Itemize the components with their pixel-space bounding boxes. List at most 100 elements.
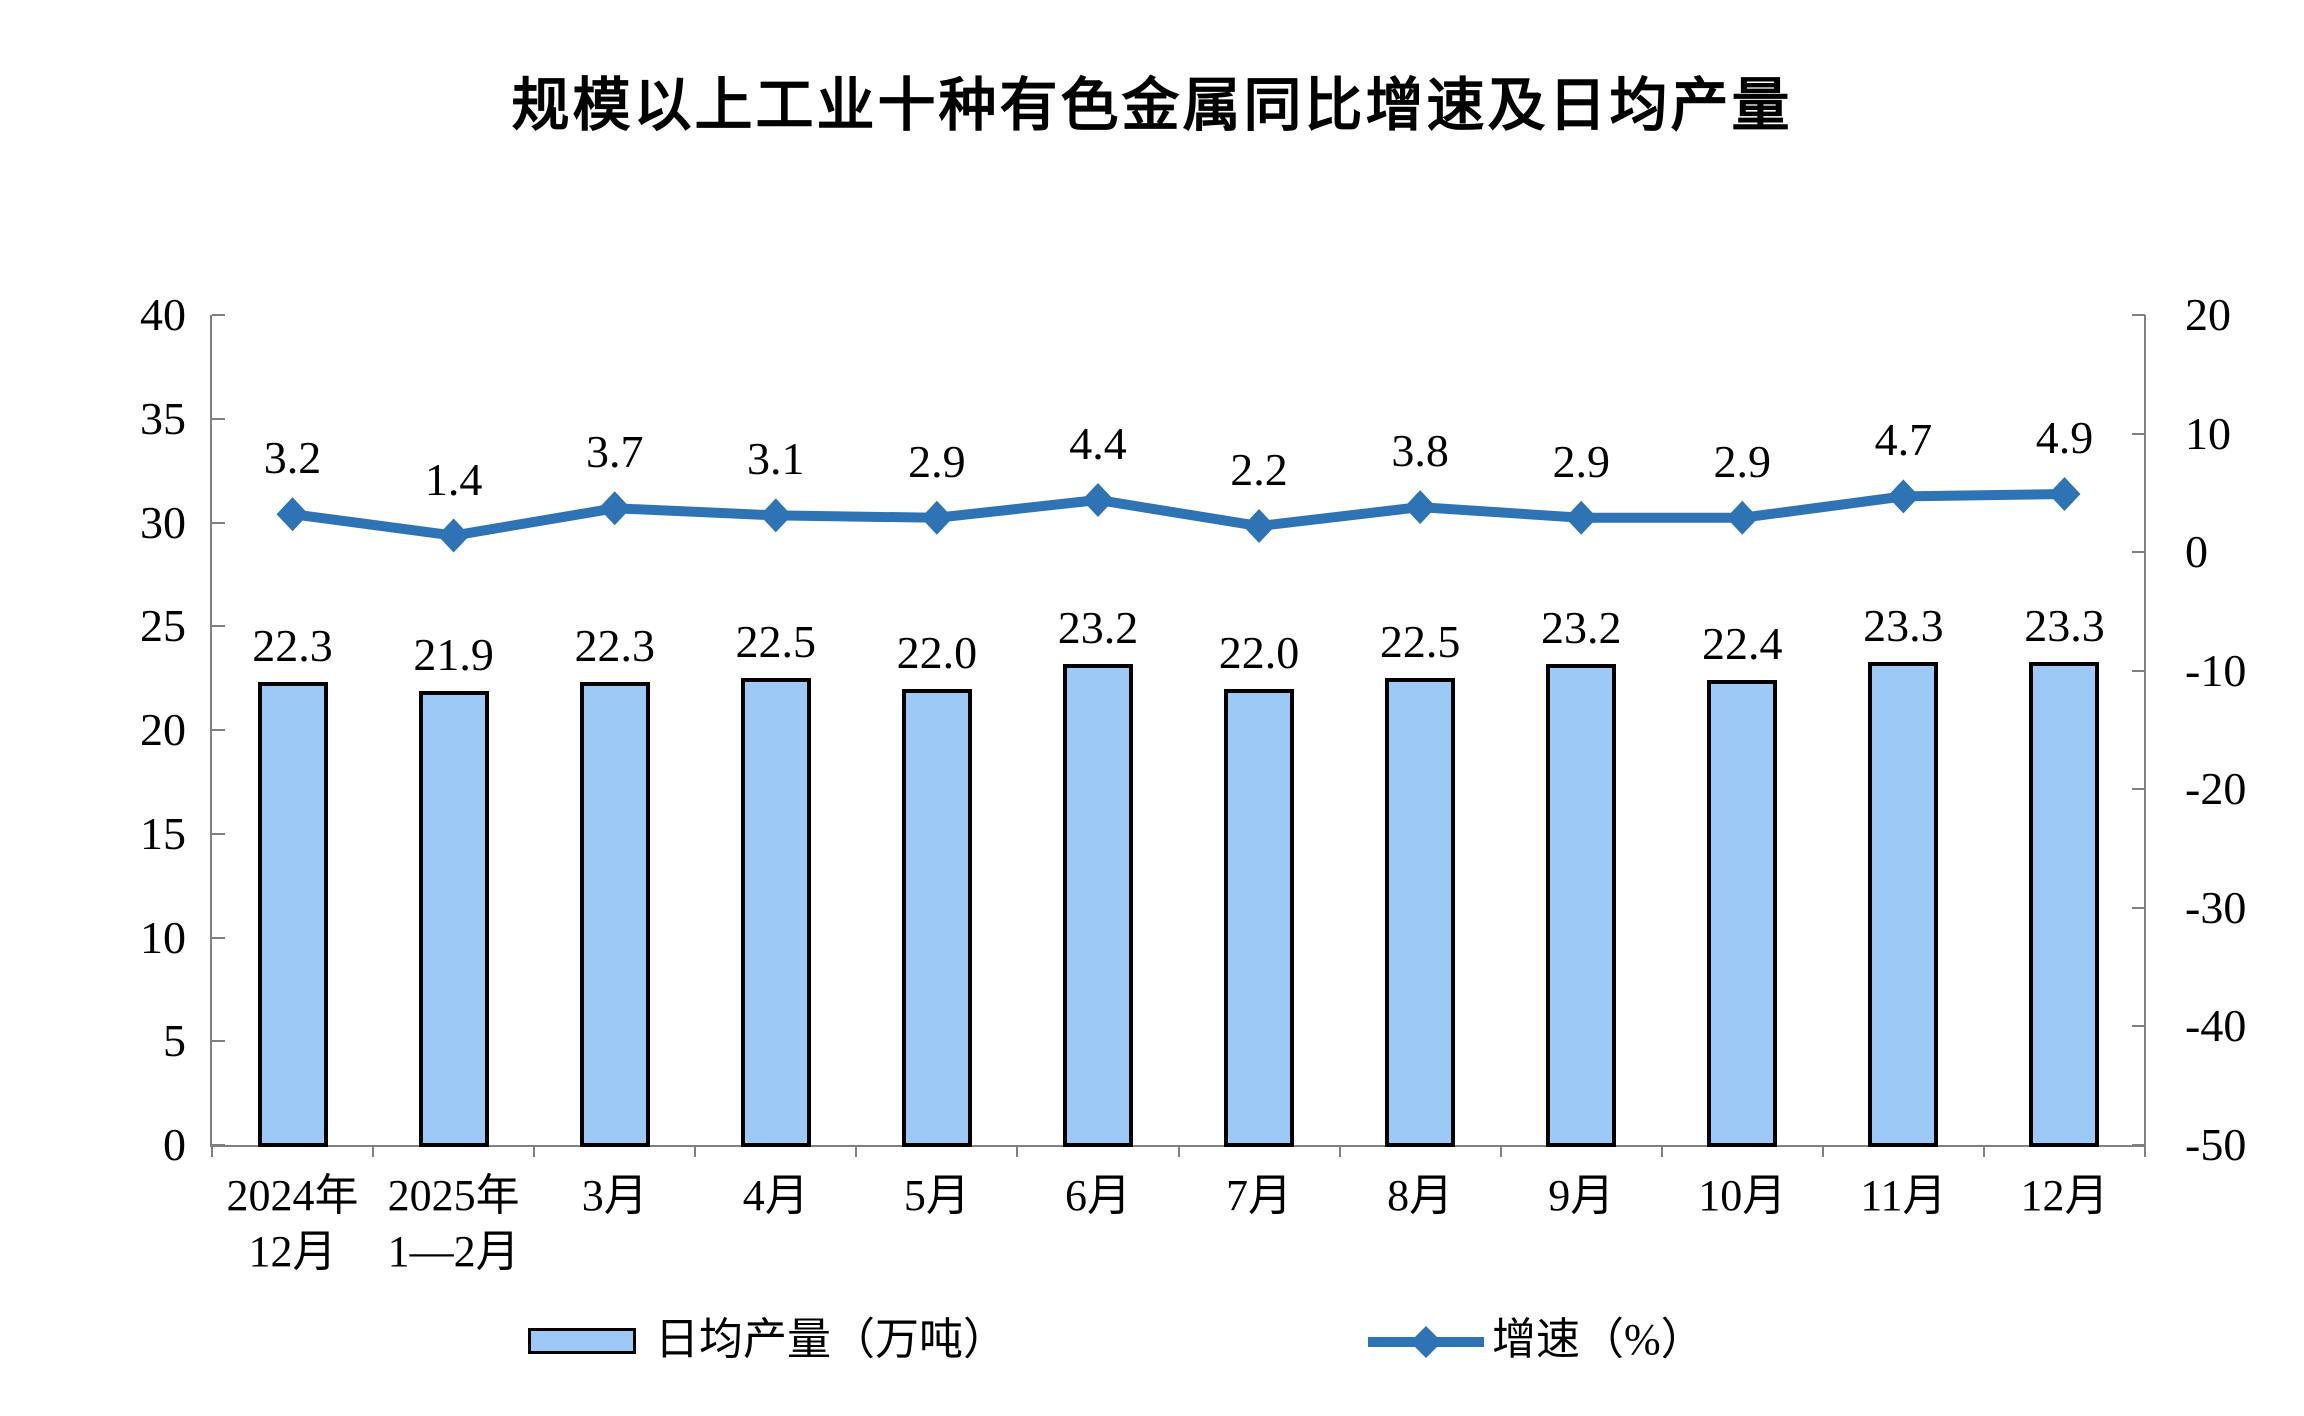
legend-line-marker-icon [1364, 1320, 1494, 1373]
x-category-label: 4月 [742, 1171, 809, 1220]
bar-value-label: 22.5 [735, 616, 817, 668]
bar-value-label: 23.3 [2024, 599, 2105, 651]
bar-value-label: 22.0 [896, 626, 978, 678]
line-point-marker [1081, 482, 1114, 517]
legend-bar-swatch [528, 1328, 636, 1354]
y-right-tick [2132, 788, 2145, 791]
bar-value-label: 22.0 [1218, 626, 1300, 678]
line-value-label: 4.7 [1874, 414, 1933, 466]
bar [901, 688, 972, 1147]
y-right-tick [2132, 1144, 2145, 1146]
x-category-label: 10月 [1698, 1171, 1787, 1220]
line-point-marker [437, 518, 470, 553]
bar-value-label: 22.3 [574, 620, 655, 672]
y-right-tick-label: 0 [2185, 526, 2208, 578]
bar-value-label: 22.4 [1702, 618, 1783, 670]
y-left-tick [212, 417, 225, 420]
line-value-label: 2.2 [1230, 444, 1288, 496]
x-axis-tick [694, 1147, 697, 1157]
y-right-tick-label: -40 [2185, 1000, 2247, 1052]
x-axis-tick [1821, 1147, 1824, 1157]
x-category-label: 6月 [1064, 1171, 1131, 1220]
bar [740, 678, 811, 1147]
line-value-label: 2.9 [1713, 435, 1772, 487]
x-category-label: 2025年 1—2月 [387, 1171, 520, 1276]
line-point-marker [759, 498, 792, 533]
x-category-label: 8月 [1387, 1171, 1454, 1220]
y-left-tick [212, 936, 225, 939]
growth-line [291, 489, 2065, 541]
line-value-label: 3.7 [585, 426, 644, 478]
x-axis-tick [372, 1147, 375, 1157]
y-right-tick-label: 20 [2185, 289, 2231, 340]
y-left-tick-label: 20 [140, 704, 186, 755]
x-category-label: 5月 [903, 1171, 970, 1220]
bar [418, 690, 489, 1147]
y-left-tick [212, 729, 225, 731]
x-category-label: 11月 [1860, 1171, 1947, 1220]
line-value-label: 3.1 [747, 433, 805, 485]
y-left-tick-label: 10 [140, 911, 186, 963]
bar [579, 682, 650, 1147]
line-value-label: 3.2 [263, 432, 322, 484]
bar [2029, 661, 2100, 1147]
y-left-tick [212, 832, 225, 835]
y-left-tick [212, 1040, 225, 1043]
y-right-tick-label: 10 [2185, 407, 2231, 459]
bar-value-label: 23.3 [1863, 599, 1944, 651]
line-point-marker [276, 497, 309, 532]
y-axis-right [2144, 315, 2146, 1147]
chart-title: 规模以上工业十种有色金属同比增速及日均产量 [511, 71, 1793, 139]
x-category-label: 7月 [1226, 1171, 1293, 1220]
x-axis-tick [1982, 1147, 1985, 1157]
x-axis-tick [1177, 1147, 1180, 1157]
line-value-label: 4.4 [1069, 417, 1127, 469]
legend-line-label: 增速（%） [1492, 1315, 1705, 1364]
bar-value-label: 23.2 [1057, 601, 1139, 653]
line-value-label: 1.4 [424, 453, 483, 505]
y-right-tick [2132, 1025, 2145, 1028]
line-value-label: 2.9 [908, 435, 966, 487]
y-left-tick [212, 521, 225, 524]
y-left-tick-label: 30 [140, 496, 186, 548]
y-right-tick-label: -10 [2185, 644, 2247, 696]
bar [1707, 680, 1778, 1147]
line-point-marker [2048, 477, 2081, 512]
y-left-tick-label: 5 [163, 1015, 186, 1067]
y-axis-left [210, 315, 212, 1147]
line-point-marker [1404, 490, 1437, 525]
line-point-marker [1887, 479, 1920, 514]
y-left-tick [212, 1144, 225, 1146]
x-category-label: 3月 [581, 1171, 648, 1220]
bar-value-label: 22.5 [1379, 616, 1461, 668]
y-right-tick [2132, 432, 2145, 435]
x-axis-tick [211, 1147, 213, 1157]
line-point-marker [1726, 500, 1759, 535]
y-right-tick [2132, 551, 2145, 554]
y-left-tick [212, 314, 225, 316]
y-right-tick-label: -50 [2185, 1119, 2247, 1170]
line-value-label: 4.9 [2035, 412, 2094, 464]
x-axis-tick [1660, 1147, 1663, 1157]
line-point-marker [920, 500, 953, 535]
line-point-marker [1243, 509, 1276, 544]
x-category-label: 9月 [1548, 1171, 1615, 1220]
bar-value-label: 21.9 [413, 628, 494, 680]
bar [1062, 663, 1133, 1147]
legend-bar-label: 日均产量（万吨） [655, 1315, 1007, 1364]
bar-value-label: 23.2 [1540, 601, 1622, 653]
y-left-tick-label: 35 [140, 392, 186, 444]
x-category-label: 2024年 12月 [226, 1171, 359, 1276]
y-left-tick [212, 625, 225, 628]
y-right-tick-label: -30 [2185, 881, 2247, 933]
line-point-marker [1565, 500, 1598, 535]
y-left-tick-label: 0 [163, 1119, 186, 1170]
bar [1385, 678, 1456, 1147]
x-axis [210, 1145, 2146, 1147]
line-value-label: 2.9 [1552, 435, 1610, 487]
bar [1546, 663, 1617, 1147]
line-point-marker [598, 491, 631, 526]
bar-value-label: 22.3 [252, 620, 333, 672]
